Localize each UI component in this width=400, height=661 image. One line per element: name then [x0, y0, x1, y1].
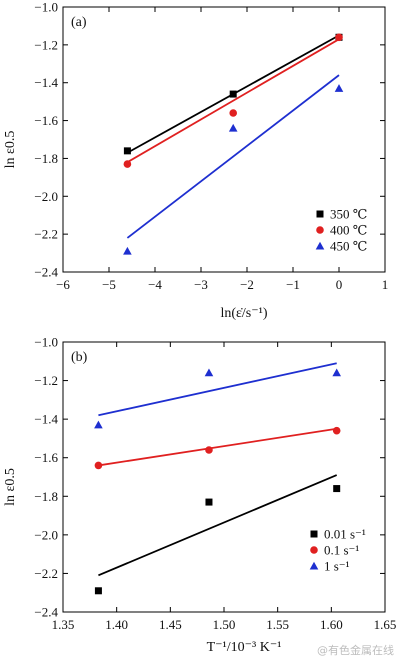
y-tick-label: −2.2 [34, 227, 58, 242]
y-tick-label: −1.0 [34, 0, 58, 15]
series-2 [123, 74, 344, 255]
legend-label: 350 ℃ [330, 207, 367, 222]
chart-panel-a: −6 −5 −4 −3 −2 −1 0 1 −2.4 −2.2 −2.0 −1.8 −1.6 −1.4 −1… [3, 0, 388, 321]
y-tick-label: −1.6 [34, 450, 58, 465]
data-point [332, 426, 341, 435]
legend-marker [310, 530, 318, 538]
watermark: @有色金属在线 [317, 644, 394, 657]
y-axis-title: ln ε0.5 [3, 131, 18, 169]
x-tick-label: −6 [56, 277, 70, 292]
x-tick-label: 0 [336, 277, 343, 292]
panel-label: (a) [71, 15, 87, 30]
y-tick-label: −1.2 [34, 373, 58, 388]
legend-marker [309, 561, 319, 570]
x-axis-title: ln(ε̇/s⁻¹) [220, 306, 267, 321]
plot-frame [62, 6, 386, 273]
x-axis-title: T⁻¹/10⁻³ K⁻¹ [207, 640, 282, 655]
x-tick-label: 1.45 [159, 617, 182, 632]
x-tick-label: −1 [286, 277, 300, 292]
fit-line [98, 427, 337, 467]
legend-label: 450 ℃ [330, 239, 367, 254]
y-tick-label: −2.0 [34, 527, 58, 542]
x-tick-label: 1.60 [320, 617, 343, 632]
x-tick-label: 1.55 [266, 617, 289, 632]
data-point [204, 368, 214, 377]
x-tick-label: −5 [102, 277, 116, 292]
data-point [94, 461, 103, 470]
fit-line [126, 38, 340, 163]
data-point [123, 246, 132, 255]
x-tick-label: 1.35 [52, 617, 75, 632]
data-point [335, 33, 343, 42]
data-point [332, 368, 341, 377]
x-tick-label: 1.50 [213, 617, 236, 632]
data-point [205, 498, 213, 506]
data-point [123, 160, 132, 168]
legend-label: 400 ℃ [330, 223, 367, 238]
legend-label: 1 s⁻¹ [324, 559, 350, 574]
legend-label: 0.1 s⁻¹ [324, 543, 359, 558]
y-tick-label: −1.8 [34, 151, 58, 166]
data-point [334, 84, 344, 92]
y-tick-label: −2.4 [34, 605, 58, 620]
x-tick-label: 1.65 [374, 617, 397, 632]
y-tick-label: −1.0 [34, 335, 58, 350]
data-point [94, 420, 103, 429]
x-tick-label: 1 [382, 277, 389, 292]
y-axis-title: ln ε0.5 [3, 468, 18, 506]
legend-marker [316, 226, 324, 234]
x-tick-label: −3 [194, 277, 208, 292]
data-point [333, 485, 341, 493]
chart-panel-b: 1.35 1.40 1.45 1.50 1.55 1.60 1.65 −2.4 −2.2 −2.0… [3, 335, 396, 656]
y-tick-label: −2.4 [34, 265, 58, 280]
data-point [229, 109, 237, 117]
legend: 0.01 s⁻¹0.1 s⁻¹1 s⁻¹ [309, 527, 366, 574]
series-1 [123, 33, 343, 168]
data-point [94, 587, 102, 595]
series-0 [123, 33, 343, 155]
series-1 [94, 426, 341, 470]
data-point [123, 147, 131, 155]
legend-marker [310, 546, 318, 554]
legend-marker [316, 210, 324, 218]
series-0 [94, 474, 341, 595]
y-tick-label: −1.6 [34, 113, 58, 128]
data-point [228, 123, 238, 132]
x-tick-label: −4 [148, 277, 162, 292]
y-tick-label: −2.2 [34, 566, 58, 581]
series-2 [94, 362, 341, 429]
panel-label: (b) [71, 350, 88, 365]
data-point [205, 446, 213, 454]
x-tick-label: −2 [240, 277, 254, 292]
y-tick-label: −1.2 [34, 37, 58, 52]
y-tick-label: −1.4 [34, 75, 58, 90]
fit-line [98, 362, 337, 417]
y-tick-label: −1.8 [34, 489, 58, 504]
legend-marker [315, 241, 325, 250]
data-point [229, 90, 237, 98]
legend-label: 0.01 s⁻¹ [324, 527, 366, 542]
x-tick-label: 1.40 [105, 617, 128, 632]
fit-line [126, 74, 340, 239]
y-tick-label: −1.4 [34, 412, 58, 427]
y-tick-label: −2.0 [34, 189, 58, 204]
fit-line [98, 474, 338, 577]
